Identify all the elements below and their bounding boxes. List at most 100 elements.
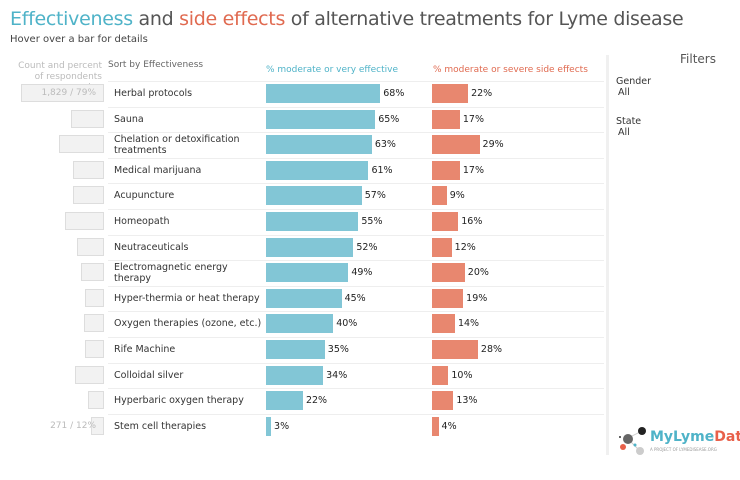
side-effects-value: 22% [471,88,493,99]
count-bar[interactable] [72,186,104,205]
side-effects-bar[interactable] [432,288,464,308]
side-effects-bar[interactable] [432,186,447,206]
row-separator [108,234,604,236]
side-effects-value: 20% [467,267,489,279]
table-row[interactable]: Oxygen therapies (ozone, etc.) 40% 14% [0,311,604,336]
effectiveness-bar[interactable] [266,109,376,129]
table-row[interactable]: Colloidal silver 34% 10% [0,362,604,388]
count-bar[interactable] [72,160,104,179]
side-effects-bar[interactable] [432,109,460,129]
side-effects-bar[interactable] [432,135,480,155]
title-side-effects: side effects [179,8,286,30]
count-bar[interactable] [74,365,104,384]
effectiveness-bar[interactable] [266,391,303,411]
treatment-label: Sauna [114,113,144,125]
filter-state-value[interactable]: All [618,127,630,138]
title-rest: of alternative treatments for Lyme disea… [285,8,684,30]
side-effects-bar[interactable] [432,263,465,283]
count-bar[interactable] [21,84,104,102]
table-row[interactable]: Medical marijuana 61% 17% [0,157,604,183]
effectiveness-bar[interactable] [266,135,372,155]
effectiveness-bar[interactable] [266,160,369,180]
side-effects-bar[interactable] [432,237,452,257]
effectiveness-bar[interactable] [266,237,354,257]
row-separator [108,260,604,262]
count-bar[interactable] [76,237,104,256]
count-label: 271 / 12% [50,420,96,431]
effectiveness-value: 3% [274,420,290,432]
count-bar[interactable] [91,416,104,435]
table-row[interactable]: Acupuncture 57% 9% [0,183,604,208]
count-bar[interactable] [85,340,104,358]
side-effects-bar[interactable] [432,340,478,359]
subtitle: Hover over a bar for details [10,34,148,45]
count-bar[interactable] [58,135,104,154]
count-bar[interactable] [71,109,104,128]
side-effects-value: 4% [441,420,457,432]
effectiveness-value: 40% [336,318,358,330]
side-effects-value: 17% [462,113,484,125]
side-effects-bar[interactable] [432,416,439,436]
effectiveness-bar[interactable] [266,340,325,359]
count-bar[interactable] [80,263,104,282]
effectiveness-bar[interactable] [266,416,272,436]
effectiveness-value: 57% [364,190,386,202]
treatment-label: Neutraceuticals [114,241,189,253]
count-label: 1,829 / 79% [41,88,96,98]
side-effects-bar[interactable] [432,84,469,103]
effectiveness-bar[interactable] [266,365,324,385]
row-separator [108,81,604,82]
side-effects-value: 10% [451,369,473,381]
effectiveness-bar[interactable] [266,263,349,283]
side-effects-bar[interactable] [432,391,454,411]
filter-gender-label: Gender [616,76,652,87]
table-row[interactable]: Chelation or detoxification treatments 63… [0,132,604,157]
row-separator [108,362,604,364]
side-effects-bar[interactable] [432,160,460,180]
table-row[interactable]: Homeopath 55% 16% [0,209,604,234]
row-separator [108,132,604,134]
effectiveness-value: 68% [383,88,405,99]
logo-name-b: Data [714,429,740,445]
filter-gender-value[interactable]: All [618,87,630,98]
treatment-label: Colloidal silver [114,369,184,381]
count-bar[interactable] [85,288,104,307]
effectiveness-value: 34% [326,369,348,381]
table-row[interactable]: Hyper-thermia or heat therapy 45% 19% [0,285,604,311]
count-bar[interactable] [88,391,104,410]
table-row[interactable]: Rife Machine 35% 28% [0,337,604,362]
side-effects-value: 9% [449,190,465,202]
table-row[interactable]: Sauna 65% 17% [0,106,604,132]
mylymedata-logo[interactable]: MyLymeData A PROJECT OF LYMEDISEASE.ORG [618,425,740,459]
side-effects-value: 28% [480,344,503,355]
page-title: Effectiveness and side effects of altern… [10,8,684,30]
table-row[interactable]: 271 / 12% Stem cell therapies 3% 4% [0,413,604,439]
table-row[interactable]: Hyperbaric oxygen therapy 22% 13% [0,388,604,413]
effectiveness-bar[interactable] [266,84,381,103]
side-effects-value: 13% [456,395,478,407]
side-effects-value: 17% [462,164,484,176]
sort-header[interactable]: Sort by Effectiveness [108,60,204,70]
effectiveness-bar[interactable] [266,314,334,334]
effectiveness-bar[interactable] [266,212,359,231]
side-effects-bar[interactable] [432,212,459,231]
effectiveness-value: 22% [305,395,328,407]
treatment-label: Hyperbaric oxygen therapy [114,395,244,407]
count-bar[interactable] [65,212,104,230]
table-row[interactable]: Electromagnetic energy therapy 49% 20% [0,260,604,285]
logo-tagline: A PROJECT OF LYMEDISEASE.ORG [650,447,717,452]
treatment-label: Herbal protocols [114,88,193,99]
side-effects-bar[interactable] [432,365,449,385]
network-logo-icon [619,427,646,455]
count-bar[interactable] [84,314,104,333]
row-separator [108,209,604,210]
table-row[interactable]: 1,829 / 79% Herbal protocols 68% 22% [0,81,604,106]
effectiveness-bar[interactable] [266,186,362,206]
side-effects-bar[interactable] [432,314,455,334]
treatment-label: Stem cell therapies [114,420,207,432]
title-and: and [132,8,180,30]
effectiveness-value: 65% [378,113,400,125]
row-separator [108,413,604,415]
effectiveness-bar[interactable] [266,288,342,308]
table-row[interactable]: Neutraceuticals 52% 12% [0,234,604,260]
